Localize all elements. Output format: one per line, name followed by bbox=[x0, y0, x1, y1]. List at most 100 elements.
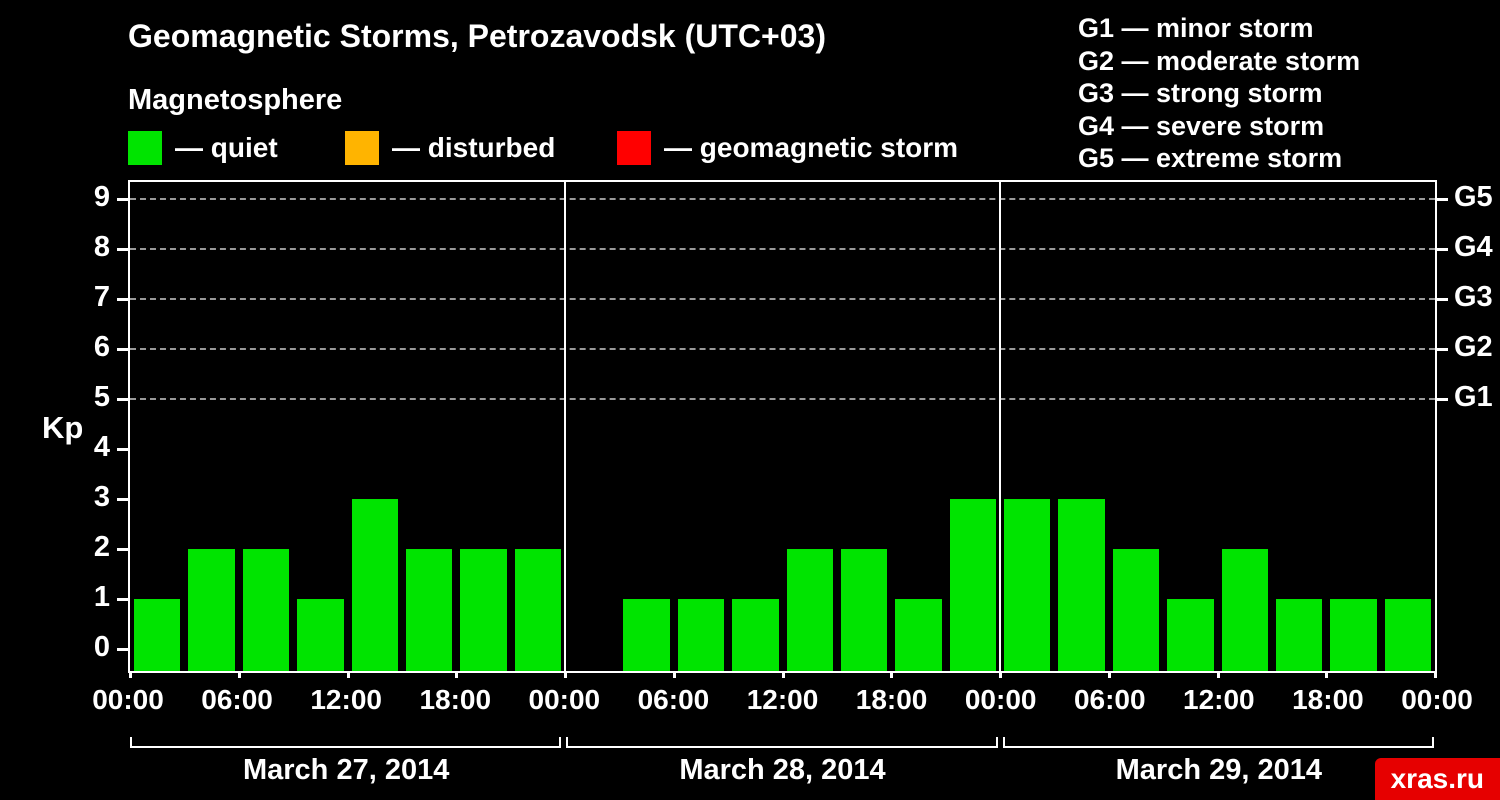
g-level-gridline bbox=[130, 248, 1435, 250]
y-axis-tick bbox=[117, 498, 128, 501]
x-axis-tick bbox=[1434, 671, 1437, 678]
y-axis-tick bbox=[117, 648, 128, 651]
disturbed-color-swatch bbox=[345, 131, 379, 165]
y-axis-tick-label: 8 bbox=[93, 231, 110, 263]
kp-bar bbox=[1330, 599, 1377, 671]
x-axis-tick-label: 12:00 bbox=[746, 684, 819, 715]
y-axis-tick bbox=[117, 198, 128, 201]
x-axis-tick bbox=[890, 671, 894, 678]
kp-bar bbox=[134, 599, 181, 671]
legend-item-disturbed: — disturbed bbox=[345, 130, 555, 166]
y-axis-tick-label: 7 bbox=[93, 281, 110, 313]
x-axis-tick-label: 12:00 bbox=[1183, 684, 1255, 715]
y-axis-tick-label: 4 bbox=[93, 431, 110, 463]
legend-quiet-label: — quiet bbox=[175, 132, 278, 163]
y-axis-label: Kp bbox=[42, 410, 84, 445]
x-axis-tick-label: 18:00 bbox=[1292, 684, 1364, 715]
day-date-label: March 28, 2014 bbox=[679, 754, 886, 786]
y-axis-tick bbox=[117, 298, 128, 301]
quiet-color-swatch bbox=[128, 131, 162, 165]
g-level-label: G5 bbox=[1454, 181, 1493, 213]
kp-bar bbox=[351, 499, 398, 671]
kp-bar bbox=[297, 599, 344, 671]
kp-bar bbox=[1112, 549, 1160, 671]
day-brackets: March 27, 2014 March 28, 2014 March 29, 20… bbox=[128, 737, 1437, 797]
x-axis-tick-label: 06:00 bbox=[637, 684, 710, 715]
x-axis-tick bbox=[781, 671, 785, 678]
x-axis-tick bbox=[1107, 671, 1111, 678]
y-axis-tick bbox=[117, 548, 128, 551]
day-separator-line bbox=[999, 182, 1001, 671]
x-axis-tick bbox=[455, 671, 459, 678]
xras-watermark: xras.ru bbox=[1374, 758, 1500, 800]
g-level-label: G3 bbox=[1454, 281, 1493, 313]
kp-bar bbox=[949, 499, 996, 671]
x-axis-labels: 00:00 06:00 12:00 18:00 00:00 06:00 12:00 18:00… bbox=[92, 684, 1473, 720]
kp-bar bbox=[1275, 599, 1323, 671]
kp-bar bbox=[242, 549, 290, 671]
g-level-gridline bbox=[130, 348, 1435, 350]
g-level-label: G4 bbox=[1454, 231, 1493, 263]
x-axis-tick-label: 06:00 bbox=[201, 684, 273, 715]
kp-bar bbox=[1221, 549, 1268, 671]
right-axis-tick bbox=[1437, 198, 1448, 201]
g3-legend-line: G3 — strong storm bbox=[1078, 78, 1323, 108]
y-axis-tick-label: 0 bbox=[93, 631, 110, 663]
g4-legend-line: G4 — severe storm bbox=[1078, 110, 1325, 141]
day-bracket bbox=[566, 737, 998, 748]
kp-bar bbox=[623, 599, 670, 671]
magnetosphere-label: Magnetosphere bbox=[128, 84, 343, 116]
day-bracket bbox=[130, 737, 562, 748]
y-axis-tick-label: 3 bbox=[93, 481, 110, 513]
legend-item-storm: — geomagnetic storm bbox=[617, 130, 958, 166]
x-axis-tick bbox=[237, 671, 241, 678]
day-date-label: March 27, 2014 bbox=[242, 754, 450, 786]
kp-bar bbox=[895, 599, 942, 671]
right-axis-tick bbox=[1437, 298, 1448, 301]
right-axis-tick bbox=[1437, 398, 1448, 401]
kp-bar bbox=[1167, 599, 1214, 671]
y-axis-tick bbox=[117, 348, 128, 351]
day-date-label: March 29, 2014 bbox=[1115, 754, 1322, 786]
kp-bar bbox=[514, 549, 561, 671]
kp-bar bbox=[786, 549, 833, 671]
kp-bar bbox=[840, 549, 888, 671]
x-axis-tick-label: 00:00 bbox=[1401, 684, 1473, 715]
x-axis-tick bbox=[564, 671, 567, 678]
x-axis-tick bbox=[129, 671, 132, 678]
x-axis-tick bbox=[1325, 671, 1329, 678]
x-axis-tick-label: 00:00 bbox=[964, 684, 1037, 715]
day-bracket bbox=[1002, 737, 1434, 748]
kp-bar bbox=[188, 549, 235, 671]
kp-bar bbox=[732, 599, 779, 671]
y-axis-tick bbox=[117, 448, 128, 451]
g-scale-legend: G1 — minor storm G2 — moderate storm G3 … bbox=[1078, 12, 1360, 175]
chart-plot-area: G1 G2 G3 G4 G5 0 1 2 3 4 5 6 7 8 9 bbox=[94, 180, 1493, 678]
g2-legend-line: G2 — moderate storm bbox=[1078, 45, 1361, 76]
g-level-gridline bbox=[130, 298, 1435, 300]
legend-storm-label: — geomagnetic storm bbox=[664, 132, 959, 163]
g5-legend-line: G5 — extreme storm bbox=[1078, 143, 1343, 173]
y-axis-tick-label: 6 bbox=[93, 331, 110, 363]
y-axis-tick bbox=[117, 248, 128, 251]
x-axis-tick-label: 18:00 bbox=[419, 684, 492, 715]
kp-bar bbox=[405, 549, 453, 671]
x-axis-tick bbox=[999, 671, 1002, 678]
x-axis-tick-label: 00:00 bbox=[528, 684, 601, 715]
page-title: Geomagnetic Storms, Petrozavodsk (UTC+03… bbox=[128, 18, 826, 54]
y-axis-tick-label: 5 bbox=[93, 381, 110, 413]
x-axis-tick-label: 06:00 bbox=[1073, 684, 1146, 715]
g-level-gridline bbox=[130, 398, 1435, 400]
legend-disturbed-label: — disturbed bbox=[392, 132, 556, 163]
y-axis-tick bbox=[117, 398, 128, 401]
x-axis-tick-label: 18:00 bbox=[855, 684, 928, 715]
x-axis-tick bbox=[1216, 671, 1220, 678]
kp-bar bbox=[1004, 499, 1051, 671]
right-axis-tick bbox=[1437, 248, 1448, 251]
storm-color-swatch bbox=[617, 131, 651, 165]
x-axis-tick bbox=[672, 671, 676, 678]
g1-legend-line: G1 — minor storm bbox=[1078, 13, 1314, 43]
kp-bar bbox=[1058, 499, 1105, 671]
y-axis-tick bbox=[117, 598, 128, 601]
kp-bar bbox=[1384, 599, 1431, 671]
